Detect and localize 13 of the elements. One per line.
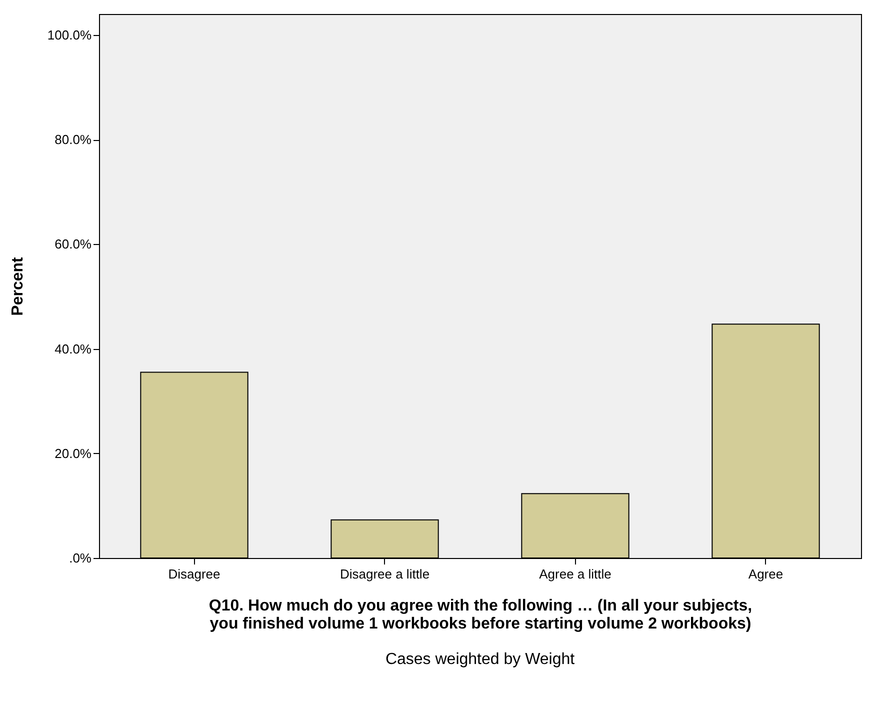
x-axis-title: Q10. How much do you agree with the following … (In all your subjects, you finished volume 1 workbooks before starting volume 2 workbooks) (208, 598, 752, 632)
x-tick-label: Disagree a little (340, 566, 430, 582)
y-tick-label: 100.0% (47, 27, 92, 42)
x-tick-label: Agree a little (539, 566, 612, 582)
y-tick-label: 20.0% (54, 446, 92, 461)
x-tick-label: Disagree (168, 566, 220, 582)
y-tick-label: 40.0% (54, 341, 92, 356)
y-tick-label: .0% (69, 550, 92, 566)
y-axis-title: Percent (9, 256, 26, 316)
x-tick-label: Agree (748, 566, 784, 582)
y-tick-label: 80.0% (54, 132, 92, 148)
y-tick-label: 60.0% (54, 236, 92, 252)
text: Cases weighted by Weight (385, 651, 576, 668)
